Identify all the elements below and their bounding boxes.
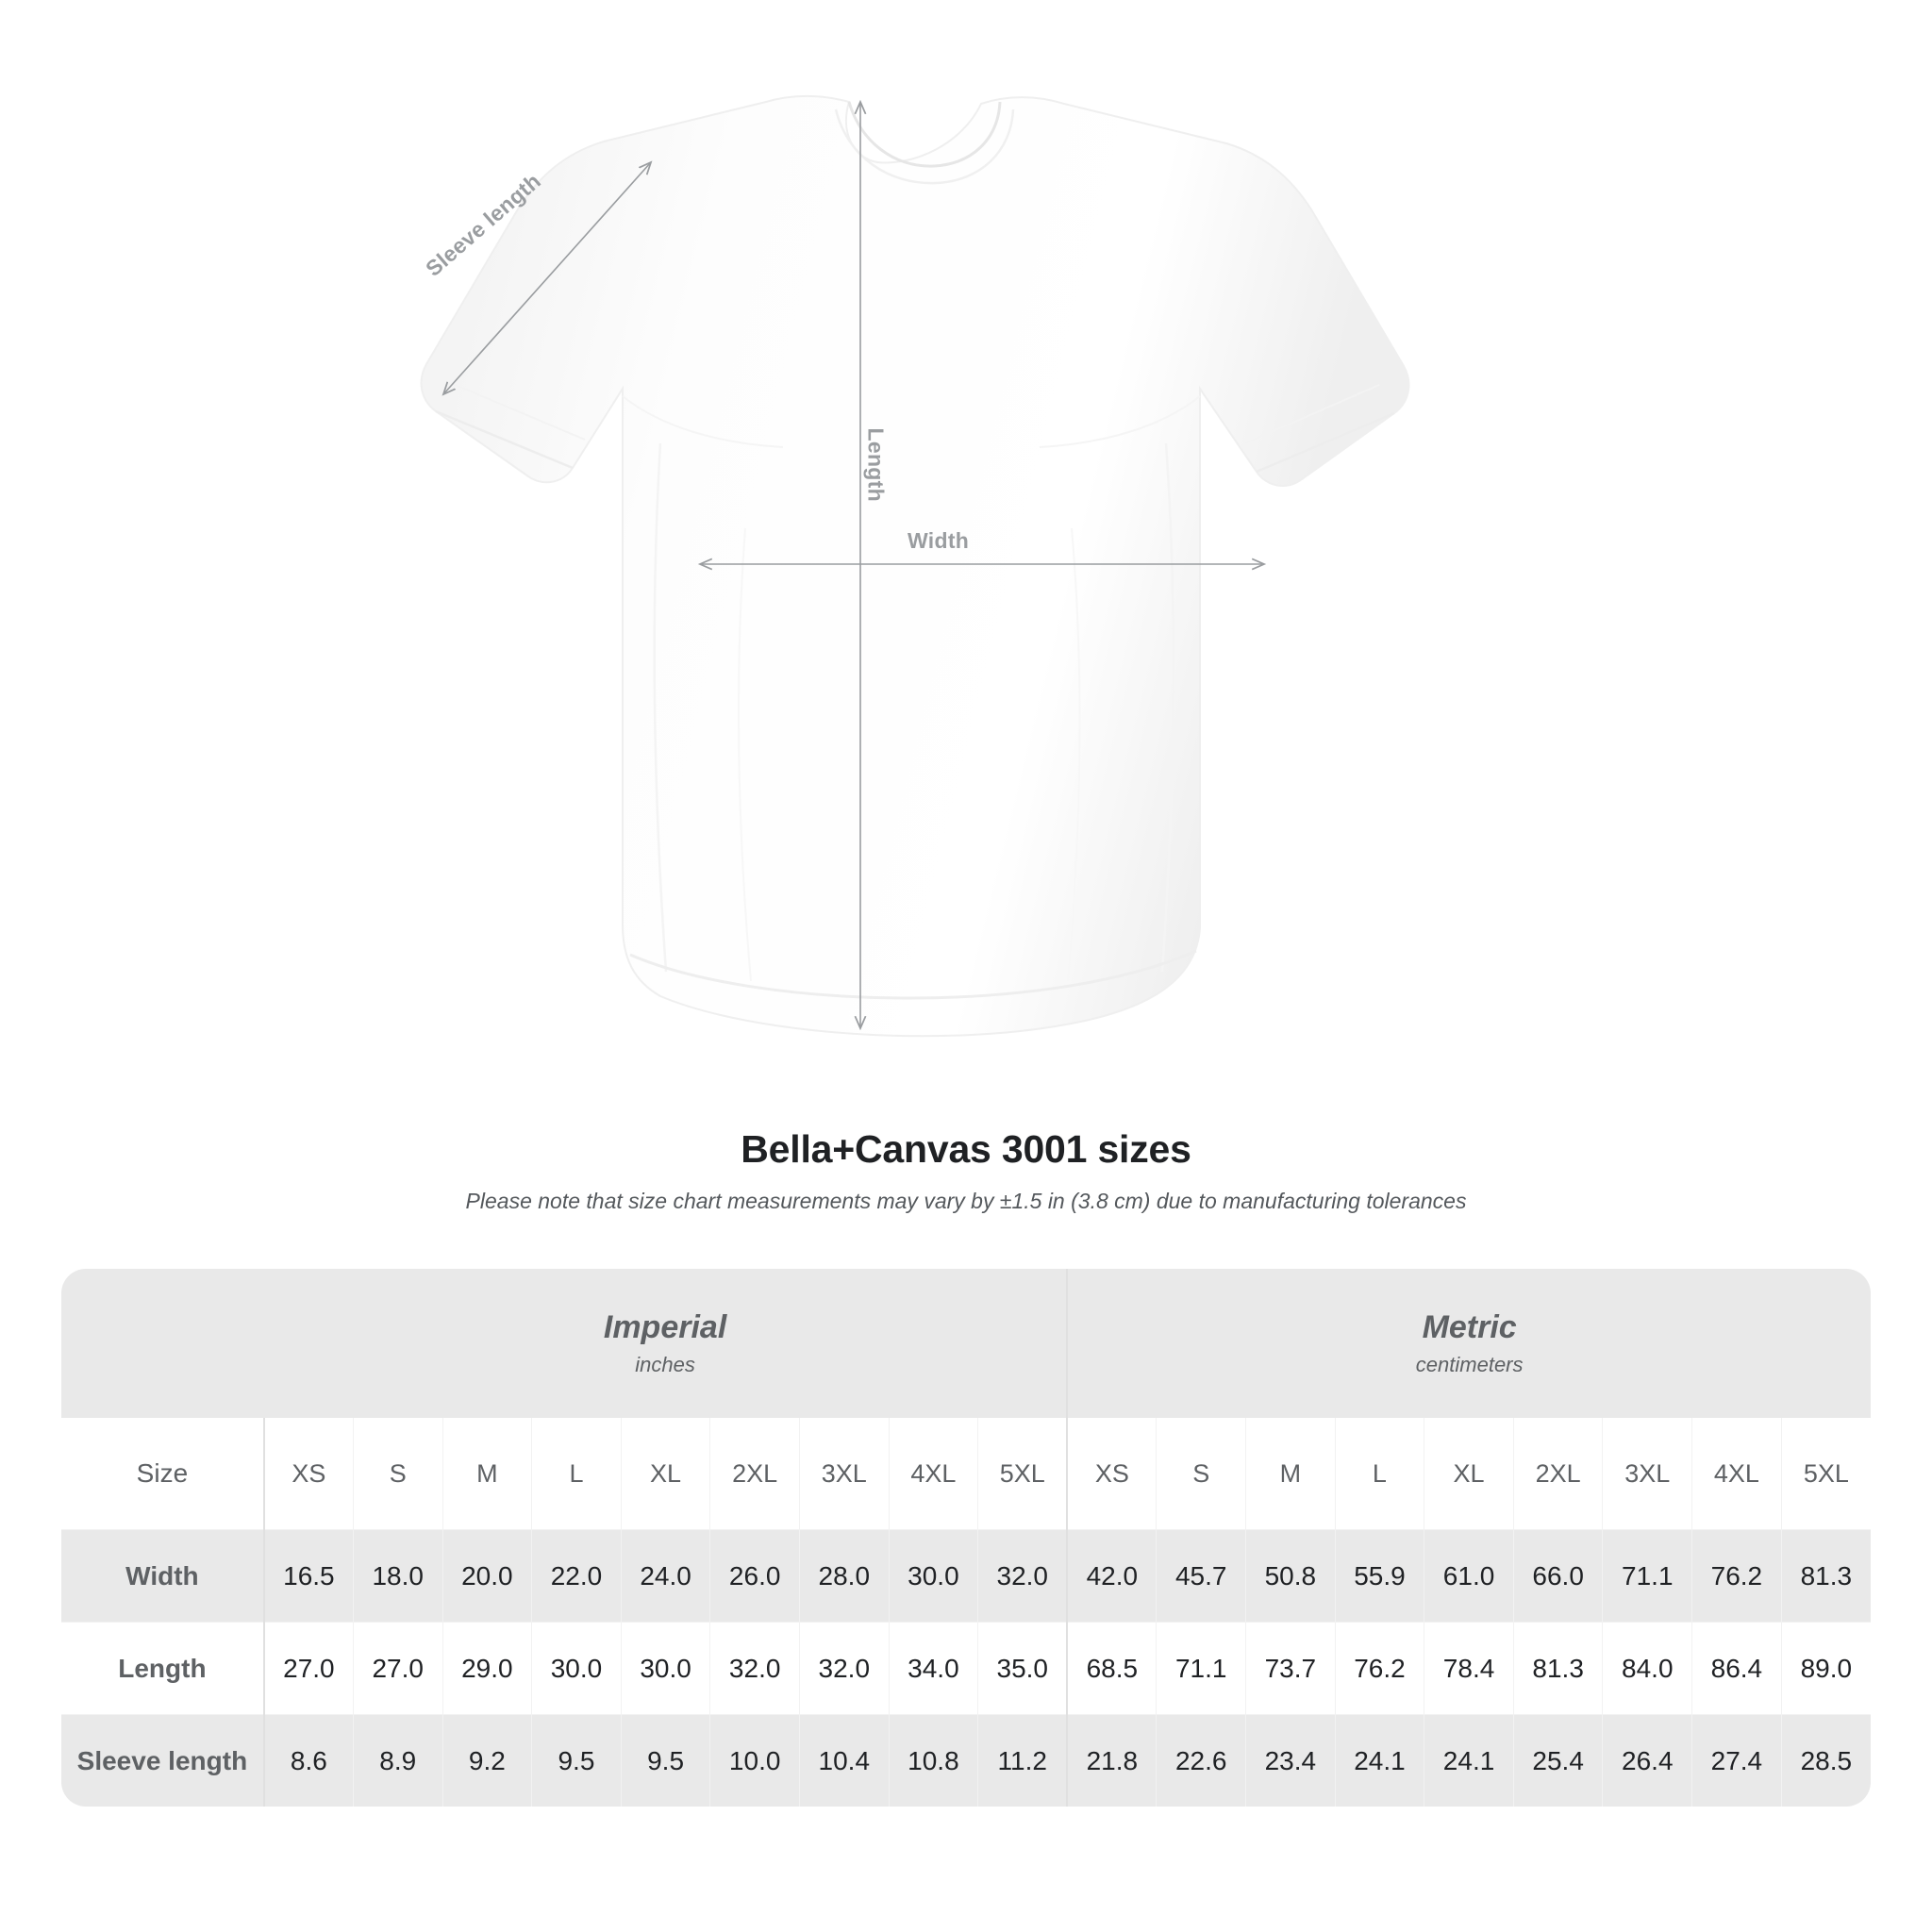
cell-sleeve-length-metric-xs: 21.8 xyxy=(1066,1714,1157,1807)
column-header-imperial-2xl: 2XL xyxy=(709,1418,800,1530)
cell-length-metric-4xl: 86.4 xyxy=(1691,1622,1782,1715)
cell-length-imperial-xl: 30.0 xyxy=(620,1622,710,1715)
cell-length-imperial-4xl: 34.0 xyxy=(888,1622,978,1715)
column-header-metric-4xl: 4XL xyxy=(1691,1418,1782,1530)
tolerance-note: Please note that size chart measurements… xyxy=(465,1189,1467,1213)
cell-length-imperial-3xl: 32.0 xyxy=(798,1622,890,1715)
cell-width-metric-3xl: 71.1 xyxy=(1602,1529,1692,1623)
column-header-imperial-xs: XS xyxy=(262,1418,354,1530)
cell-width-metric-xs: 42.0 xyxy=(1066,1529,1157,1623)
cell-width-metric-s: 45.7 xyxy=(1156,1529,1246,1623)
cell-width-metric-xl: 61.0 xyxy=(1424,1529,1514,1623)
width-label: Width xyxy=(908,528,970,553)
cell-width-imperial-xl: 24.0 xyxy=(620,1529,710,1623)
unit-group-unit: inches xyxy=(635,1352,695,1376)
cell-length-metric-xl: 78.4 xyxy=(1424,1622,1514,1715)
unit-group-name: Metric xyxy=(1422,1309,1517,1346)
cell-length-imperial-s: 27.0 xyxy=(352,1622,443,1715)
column-header-imperial-4xl: 4XL xyxy=(888,1418,978,1530)
cell-sleeve-length-imperial-m: 9.2 xyxy=(441,1714,532,1807)
unit-header-spacer xyxy=(61,1269,264,1418)
cell-length-metric-m: 73.7 xyxy=(1245,1622,1336,1715)
cell-length-metric-5xl: 89.0 xyxy=(1780,1622,1871,1715)
tshirt-shape xyxy=(420,95,1410,1038)
cell-length-imperial-5xl: 35.0 xyxy=(977,1622,1068,1715)
cell-width-imperial-xs: 16.5 xyxy=(262,1529,354,1623)
cell-sleeve-length-metric-3xl: 26.4 xyxy=(1602,1714,1692,1807)
cell-sleeve-length-metric-4xl: 27.4 xyxy=(1691,1714,1782,1807)
cell-length-metric-s: 71.1 xyxy=(1156,1622,1246,1715)
cell-sleeve-length-metric-5xl: 28.5 xyxy=(1780,1714,1871,1807)
unit-group-header-row: Imperial inches Metric centimeters xyxy=(61,1269,1871,1418)
column-header-imperial-3xl: 3XL xyxy=(798,1418,890,1530)
title-block: Bella+Canvas 3001 sizes Please note that… xyxy=(0,1127,1932,1214)
size-chart-table-wrapper: Imperial inches Metric centimeters Size XS S M L… xyxy=(61,1269,1871,1807)
column-header-metric-5xl: 5XL xyxy=(1780,1418,1871,1530)
cell-sleeve-length-imperial-xs: 8.6 xyxy=(262,1714,354,1807)
unit-group-metric: Metric centimeters xyxy=(1066,1269,1871,1418)
cell-width-metric-2xl: 66.0 xyxy=(1512,1529,1603,1623)
cell-sleeve-length-metric-s: 22.6 xyxy=(1156,1714,1246,1807)
cell-sleeve-length-imperial-s: 8.9 xyxy=(352,1714,443,1807)
table-row: Width 16.5 18.0 20.0 22.0 24.0 26.0 28.0 30.0 32.… xyxy=(61,1529,1871,1623)
cell-width-metric-l: 55.9 xyxy=(1334,1529,1424,1623)
cell-sleeve-length-imperial-l: 9.5 xyxy=(531,1714,622,1807)
cell-width-imperial-l: 22.0 xyxy=(531,1529,622,1623)
cell-sleeve-length-imperial-xl: 9.5 xyxy=(620,1714,710,1807)
column-header-metric-m: M xyxy=(1245,1418,1336,1530)
cell-width-imperial-s: 18.0 xyxy=(352,1529,443,1623)
length-label: Length xyxy=(863,427,889,502)
cell-length-metric-l: 76.2 xyxy=(1334,1622,1424,1715)
cell-length-metric-xs: 68.5 xyxy=(1066,1622,1157,1715)
unit-group-name: Imperial xyxy=(603,1309,727,1346)
column-header-imperial-l: L xyxy=(531,1418,622,1530)
table-row: Sleeve length 8.6 8.9 9.2 9.5 9.5 10.0 10.4 10.8… xyxy=(61,1714,1871,1807)
column-header-imperial-xl: XL xyxy=(620,1418,710,1530)
size-header-row: Size XS S M L XL 2XL 3XL 4XL 5XL XS S M L XL 2XL 3XL 4XL 5… xyxy=(61,1418,1871,1530)
page-title: Bella+Canvas 3001 sizes xyxy=(741,1127,1191,1171)
cell-sleeve-length-metric-m: 23.4 xyxy=(1245,1714,1336,1807)
cell-length-imperial-xs: 27.0 xyxy=(262,1622,354,1715)
cell-sleeve-length-imperial-4xl: 10.8 xyxy=(888,1714,978,1807)
sleeve-length-measure-arrow xyxy=(443,162,651,394)
column-header-metric-xl: XL xyxy=(1424,1418,1514,1530)
column-header-imperial-m: M xyxy=(441,1418,532,1530)
cell-length-metric-3xl: 84.0 xyxy=(1602,1622,1692,1715)
cell-width-imperial-3xl: 28.0 xyxy=(798,1529,890,1623)
cell-length-metric-2xl: 81.3 xyxy=(1512,1622,1603,1715)
column-header-metric-s: S xyxy=(1156,1418,1246,1530)
unit-group-unit: centimeters xyxy=(1415,1352,1524,1376)
cell-width-metric-4xl: 76.2 xyxy=(1691,1529,1782,1623)
column-header-metric-xs: XS xyxy=(1066,1418,1157,1530)
row-label-sleeve-length: Sleeve length xyxy=(61,1714,264,1807)
cell-sleeve-length-metric-xl: 24.1 xyxy=(1424,1714,1514,1807)
tshirt-diagram: Sleeve length Length Width xyxy=(420,95,1410,1038)
row-label-length: Length xyxy=(61,1622,264,1715)
cell-length-imperial-l: 30.0 xyxy=(531,1622,622,1715)
table-row: Length 27.0 27.0 29.0 30.0 30.0 32.0 32.0 34.0 35… xyxy=(61,1622,1871,1715)
cell-width-metric-m: 50.8 xyxy=(1245,1529,1336,1623)
cell-length-imperial-2xl: 32.0 xyxy=(709,1622,800,1715)
column-header-imperial-s: S xyxy=(352,1418,443,1530)
column-header-imperial-5xl: 5XL xyxy=(977,1418,1068,1530)
cell-width-imperial-4xl: 30.0 xyxy=(888,1529,978,1623)
cell-width-metric-5xl: 81.3 xyxy=(1780,1529,1871,1623)
row-label-width: Width xyxy=(61,1529,264,1623)
column-header-metric-2xl: 2XL xyxy=(1512,1418,1603,1530)
cell-width-imperial-m: 20.0 xyxy=(441,1529,532,1623)
tshirt-illustration xyxy=(420,95,1410,1038)
column-header-metric-3xl: 3XL xyxy=(1602,1418,1692,1530)
cell-sleeve-length-metric-l: 24.1 xyxy=(1334,1714,1424,1807)
cell-sleeve-length-imperial-5xl: 11.2 xyxy=(977,1714,1068,1807)
cell-sleeve-length-imperial-2xl: 10.0 xyxy=(709,1714,800,1807)
cell-length-imperial-m: 29.0 xyxy=(441,1622,532,1715)
cell-width-imperial-5xl: 32.0 xyxy=(977,1529,1068,1623)
unit-group-imperial: Imperial inches xyxy=(263,1269,1068,1418)
column-header-metric-l: L xyxy=(1334,1418,1424,1530)
column-header-size: Size xyxy=(61,1418,264,1530)
cell-sleeve-length-imperial-3xl: 10.4 xyxy=(798,1714,890,1807)
cell-sleeve-length-metric-2xl: 25.4 xyxy=(1512,1714,1603,1807)
size-chart-table: Imperial inches Metric centimeters Size XS S M L… xyxy=(61,1269,1871,1807)
cell-width-imperial-2xl: 26.0 xyxy=(709,1529,800,1623)
